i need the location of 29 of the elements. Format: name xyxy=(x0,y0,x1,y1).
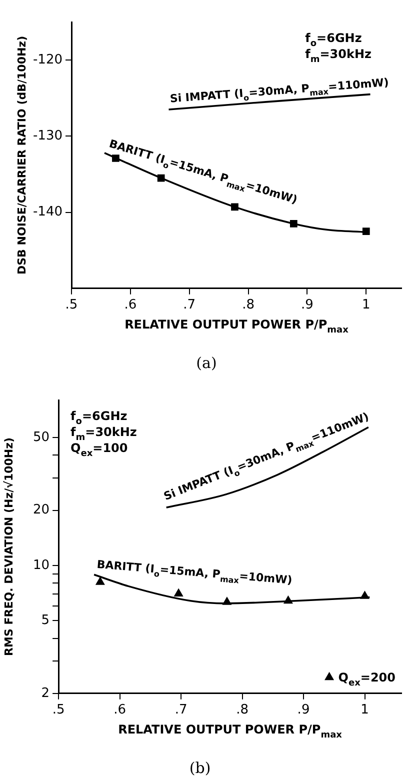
y-axis-title: RMS FREQ. DEVIATION (Hz/√100Hz) xyxy=(2,437,16,656)
x-tick-label: .7 xyxy=(174,702,188,718)
x-tick-label: .8 xyxy=(242,298,254,313)
series-label: Si IMPATT (Io=30mA, Pmax=110mW) xyxy=(169,76,390,106)
x-tick-label: .5 xyxy=(52,702,65,718)
x-tick-label: .9 xyxy=(297,702,310,718)
x-tick-label: .9 xyxy=(301,298,314,313)
point xyxy=(174,588,183,597)
y-tick-label: 20 xyxy=(32,502,50,518)
x-tick-label: 1 xyxy=(362,298,370,313)
y-tick-label: -130 xyxy=(32,128,63,144)
y-axis-title: DSB NOISE/CARRIER RATIO (dB/100Hz) xyxy=(16,36,29,275)
point xyxy=(96,577,105,585)
x-tick-label: .7 xyxy=(183,298,196,313)
y-tick-label: 50 xyxy=(32,430,50,445)
text: (b) xyxy=(189,759,211,777)
y-tick-label: -140 xyxy=(32,204,63,220)
text: (a) xyxy=(196,354,217,372)
y-tick-label: -120 xyxy=(32,52,63,68)
point xyxy=(362,228,370,235)
y-tick-label: 10 xyxy=(32,558,50,573)
x-tick-label: .5 xyxy=(65,298,78,313)
x-tick-label: .6 xyxy=(124,298,137,313)
y-tick-label: 2 xyxy=(41,686,50,701)
y-tick-label: 5 xyxy=(41,612,50,628)
x-tick-label: 1 xyxy=(360,702,369,718)
series-label: BARITT (Io=15mA, Pmax=10mW) xyxy=(96,558,293,587)
x-tick-label: .8 xyxy=(236,702,248,718)
x-tick-label: .6 xyxy=(114,702,126,718)
